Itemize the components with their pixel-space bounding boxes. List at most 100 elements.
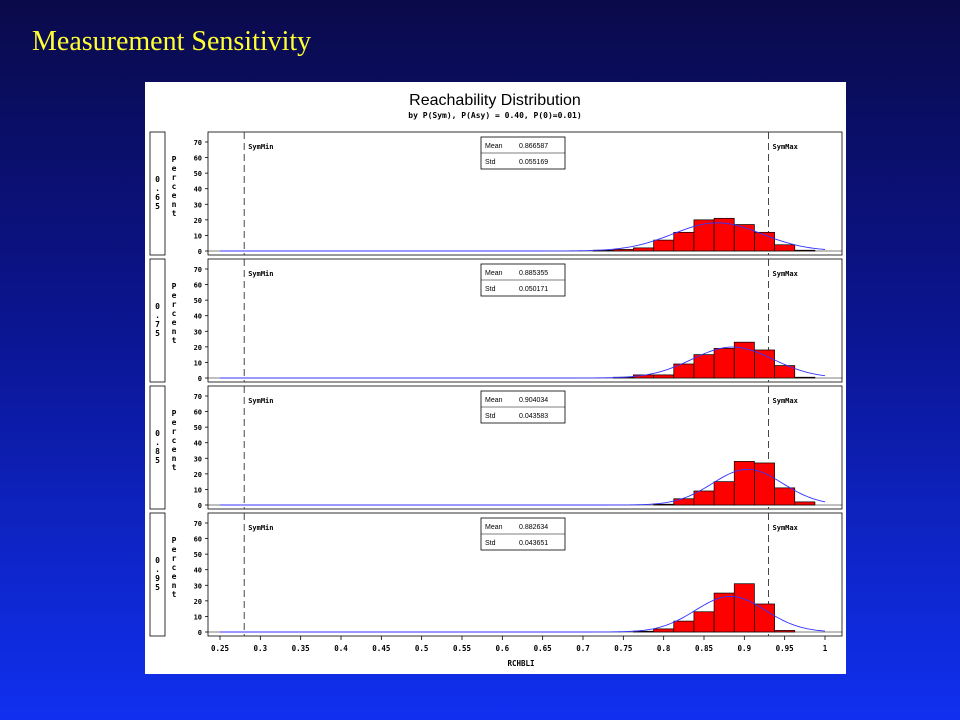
chart-frame: Reachability Distribution by P(Sym), P(As… (145, 82, 846, 674)
reference-line-label: SymMax (773, 270, 799, 278)
histogram-bar (713, 481, 735, 506)
stat-std-value: 0.043583 (519, 413, 548, 420)
y-axis-label-char: P (172, 536, 177, 545)
panel-strip-box (149, 131, 166, 256)
x-tick-label: 0.45 (372, 644, 390, 653)
x-tick-label: 0.8 (657, 644, 671, 653)
panel-strip-label-char: 0 (155, 556, 160, 565)
y-tick-label: 20 (194, 471, 202, 479)
y-tick-label: 60 (194, 282, 202, 290)
panel-strip-box (149, 258, 166, 383)
chart-subtitle: by P(Sym), P(Asy) = 0.40, P(0)=0.01) (408, 111, 581, 120)
y-axis-label-char: P (172, 282, 177, 291)
stat-mean-label: Mean (485, 524, 503, 531)
y-axis-label-char: P (172, 409, 177, 418)
y-tick-label: 30 (194, 201, 202, 209)
histogram-bar (754, 349, 775, 379)
y-tick-label: 50 (194, 297, 202, 305)
histogram-bar (794, 249, 816, 252)
y-axis-label-char: c (172, 563, 177, 572)
x-tick-label: 0.35 (292, 644, 310, 653)
y-axis-label-char: t (172, 590, 177, 599)
stat-std-label: Std (485, 286, 496, 293)
y-axis-label-char: e (172, 191, 177, 200)
x-tick-label: 0.6 (496, 644, 510, 653)
histogram-bar (693, 354, 715, 379)
histogram-bar (774, 365, 796, 379)
x-tick-label: 0.25 (211, 644, 229, 653)
y-tick-label: 0 (198, 629, 202, 637)
y-axis-label-char: c (172, 309, 177, 318)
histogram-bar (733, 461, 755, 506)
reference-line-label: SymMax (773, 524, 799, 532)
y-tick-label: 30 (194, 328, 202, 336)
histogram-bar (774, 244, 796, 252)
y-tick-label: 10 (194, 613, 202, 621)
y-tick-label: 10 (194, 232, 202, 240)
histogram-chart: Reachability Distribution by P(Sym), P(As… (149, 92, 843, 668)
y-tick-label: 70 (194, 139, 202, 147)
panel-strip-box (149, 512, 166, 637)
normal-curve (220, 222, 826, 252)
panel-strip-label-char: 9 (155, 574, 160, 583)
panel-strip-label-char: 0 (155, 429, 160, 438)
y-axis-label-char: e (172, 291, 177, 300)
panel-strip-label-char: . (155, 438, 160, 447)
stat-mean-value: 0.885355 (519, 270, 548, 277)
y-tick-label: 70 (194, 266, 202, 274)
y-tick-label: 30 (194, 582, 202, 590)
stat-std-value: 0.050171 (519, 286, 548, 293)
x-tick-label: 0.95 (776, 644, 794, 653)
x-tick-label: 0.85 (695, 644, 713, 653)
panel-strip-label-char: . (155, 184, 160, 193)
normal-curve (220, 346, 826, 379)
panel-strip-label-char: 6 (155, 193, 160, 202)
x-tick-label: 0.3 (254, 644, 268, 653)
panel-strip-label-char: 0 (155, 175, 160, 184)
x-tick-label: 0.65 (534, 644, 552, 653)
y-tick-label: 0 (198, 502, 202, 510)
panel-frame (207, 385, 843, 510)
y-axis-label-char: e (172, 318, 177, 327)
x-tick-label: 0.5 (415, 644, 429, 653)
histogram-bar (733, 583, 755, 633)
slide-title: Measurement Sensitivity (32, 26, 312, 57)
histogram-bar (673, 231, 695, 252)
histogram-bar (774, 630, 796, 633)
y-tick-label: 50 (194, 551, 202, 559)
panel-strip-label-char: . (155, 565, 160, 574)
y-tick-label: 0 (198, 248, 202, 256)
y-tick-label: 40 (194, 567, 202, 575)
y-axis-label-char: e (172, 418, 177, 427)
x-axis-label: RCHBLI (507, 659, 534, 668)
y-tick-label: 20 (194, 598, 202, 606)
panel-strip-label-char: 7 (155, 320, 160, 329)
reference-line-label: SymMin (248, 397, 273, 405)
y-tick-label: 20 (194, 217, 202, 225)
histogram-bar (673, 620, 695, 633)
stat-std-value: 0.055169 (519, 159, 548, 166)
x-tick-label: 0.9 (738, 644, 752, 653)
histogram-bar (673, 498, 695, 506)
y-tick-label: 40 (194, 186, 202, 194)
panel-strip-label-char: 5 (155, 583, 160, 592)
panel-frame (207, 512, 843, 637)
y-tick-label: 40 (194, 440, 202, 448)
histogram-bar (653, 374, 675, 379)
y-axis-label-char: r (172, 427, 177, 436)
y-tick-label: 50 (194, 170, 202, 178)
x-tick-label: 0.55 (453, 644, 471, 653)
y-axis-label-char: r (172, 554, 177, 563)
histogram-bar (653, 503, 675, 506)
y-axis-label-char: r (172, 300, 177, 309)
y-axis-label-char: n (172, 454, 177, 463)
stat-std-label: Std (485, 159, 496, 166)
y-tick-label: 70 (194, 520, 202, 528)
panel-strip-label-char: . (155, 311, 160, 320)
y-tick-label: 60 (194, 536, 202, 544)
chart-title: Reachability Distribution (409, 92, 581, 109)
x-tick-label: 0.4 (334, 644, 348, 653)
normal-curve (220, 468, 826, 506)
y-tick-label: 0 (198, 375, 202, 383)
histogram-bar (693, 490, 715, 506)
